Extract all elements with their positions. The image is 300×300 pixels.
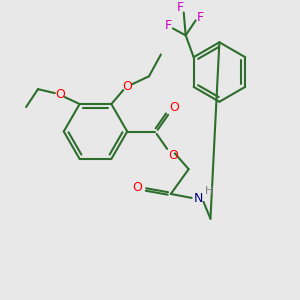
Text: F: F (164, 19, 171, 32)
Text: O: O (122, 80, 132, 93)
Text: O: O (169, 101, 179, 114)
Text: H: H (205, 186, 214, 196)
Text: O: O (55, 88, 65, 100)
Text: O: O (132, 181, 142, 194)
Text: O: O (168, 149, 178, 162)
Text: N: N (194, 192, 203, 206)
Text: F: F (197, 11, 204, 24)
Text: F: F (177, 1, 184, 14)
